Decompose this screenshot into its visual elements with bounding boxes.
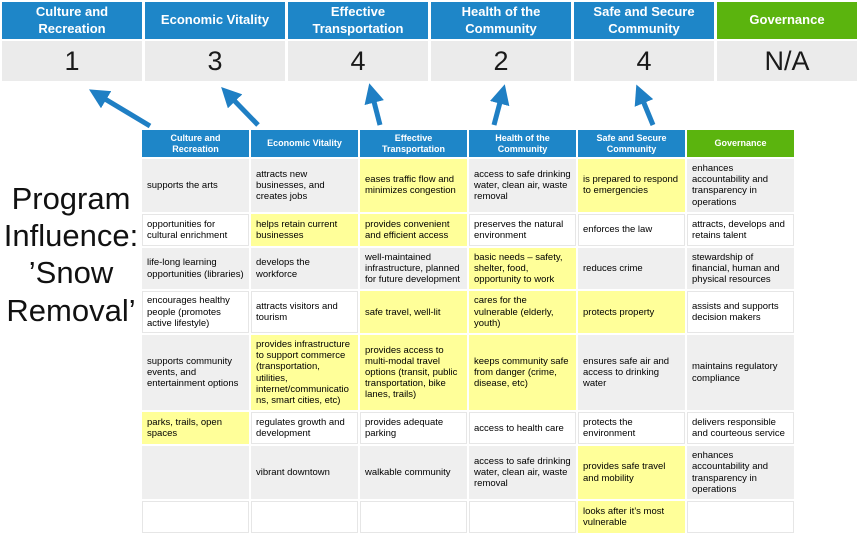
influence-matrix: Culture and Recreation Economic Vitality E…	[140, 128, 796, 535]
matrix-cell: attracts, develops and retains talent	[687, 213, 794, 246]
matrix-cell: keeps community safe from danger (crime,…	[469, 335, 576, 411]
influence-arrows	[88, 83, 656, 129]
matrix-cell	[360, 501, 467, 534]
matrix-row: parks, trails, open spaces regulates grow…	[142, 412, 794, 445]
matrix-cell: opportunities for cultural enrichment	[142, 213, 249, 246]
matrix-header-row: Culture and Recreation Economic Vitality E…	[142, 130, 794, 157]
matrix-cell: access to health care	[469, 412, 576, 445]
scorecard-score: 4	[288, 41, 428, 81]
scorecard-column: Economic Vitality 3	[145, 2, 285, 81]
matrix-cell	[687, 501, 794, 534]
matrix-cell: provides adequate parking	[360, 412, 467, 445]
matrix-cell: enforces the law	[578, 213, 685, 246]
scorecard-column: Safe and Secure Community 4	[574, 2, 714, 81]
matrix-row: opportunities for cultural enrichment hel…	[142, 213, 794, 246]
scorecard-score: N/A	[717, 41, 857, 81]
matrix-cell: supports community events, and entertain…	[142, 335, 249, 411]
matrix-header: Health of the Community	[469, 130, 576, 157]
matrix-row: looks after it’s most vulnerable	[142, 501, 794, 534]
matrix-cell: provides convenient and efficient access	[360, 213, 467, 246]
title-line: Influence:	[3, 218, 139, 254]
matrix-cell: well-maintained infrastructure, planned …	[360, 247, 467, 290]
scorecard-header: Culture and Recreation	[2, 2, 142, 39]
influence-arrow	[634, 84, 656, 126]
matrix-cell: develops the workforce	[251, 247, 358, 290]
matrix-cell: enhances accountability and transparency…	[687, 159, 794, 212]
scorecard-score: 3	[145, 41, 285, 81]
matrix-cell: eases traffic flow and minimizes congest…	[360, 159, 467, 212]
matrix-body: supports the arts attracts new businesses…	[142, 159, 794, 534]
matrix-cell: enhances accountability and transparency…	[687, 446, 794, 500]
matrix-cell: provides access to multi-modal travel op…	[360, 335, 467, 411]
matrix-cell: protects property	[578, 291, 685, 334]
program-influence-title: Program Influence: ’Snow Removal’	[0, 180, 142, 329]
matrix-header: Effective Transportation	[360, 130, 467, 157]
scorecard-score: 2	[431, 41, 571, 81]
scorecard-column: Effective Transportation 4	[288, 2, 428, 81]
influence-arrow	[490, 84, 510, 126]
title-line: Removal’	[6, 292, 136, 328]
influence-arrow	[364, 83, 384, 126]
matrix-row: life-long learning opportunities (librar…	[142, 247, 794, 290]
scorecard-header: Health of the Community	[431, 2, 571, 39]
scorecard-score: 1	[2, 41, 142, 81]
scorecard-header: Safe and Secure Community	[574, 2, 714, 39]
scorecard-header: Governance	[717, 2, 857, 39]
scorecard-column: Culture and Recreation 1	[2, 2, 142, 81]
matrix-cell: provides infrastructure to support comme…	[251, 335, 358, 411]
matrix-cell: stewardship of financial, human and phys…	[687, 247, 794, 290]
matrix-cell: basic needs – safety, shelter, food, opp…	[469, 247, 576, 290]
matrix-head: Culture and Recreation Economic Vitality E…	[142, 130, 794, 157]
matrix-cell: assists and supports decision makers	[687, 291, 794, 334]
scorecard-header: Economic Vitality	[145, 2, 285, 39]
matrix-cell: looks after it’s most vulnerable	[578, 501, 685, 534]
scorecard-column: Health of the Community 2	[431, 2, 571, 81]
matrix-cell: helps retain current businesses	[251, 213, 358, 246]
matrix-cell: safe travel, well-lit	[360, 291, 467, 334]
matrix-cell: protects the environment	[578, 412, 685, 445]
matrix-cell: cares for the vulnerable (elderly, youth…	[469, 291, 576, 334]
matrix-cell: attracts new businesses, and creates job…	[251, 159, 358, 212]
scorecard: Culture and Recreation 1 Economic Vitality…	[2, 2, 857, 81]
matrix-cell	[251, 501, 358, 534]
title-line: Program	[11, 181, 131, 216]
matrix-cell: attracts visitors and tourism	[251, 291, 358, 334]
matrix-cell: delivers responsible and courteous servi…	[687, 412, 794, 445]
matrix-cell: vibrant downtown	[251, 446, 358, 500]
matrix-header: Safe and Secure Community	[578, 130, 685, 157]
matrix-cell: life-long learning opportunities (librar…	[142, 247, 249, 290]
scorecard-column: Governance N/A	[717, 2, 857, 81]
matrix-row: supports community events, and entertain…	[142, 335, 794, 411]
matrix-cell: encourages healthy people (promotes acti…	[142, 291, 249, 334]
matrix-cell: supports the arts	[142, 159, 249, 212]
influence-arrow	[88, 89, 152, 129]
matrix-cell: regulates growth and development	[251, 412, 358, 445]
matrix-cell: preserves the natural environment	[469, 213, 576, 246]
matrix-cell: reduces crime	[578, 247, 685, 290]
matrix-header: Economic Vitality	[251, 130, 358, 157]
matrix-row: vibrant downtown walkable community access…	[142, 446, 794, 500]
matrix-cell: walkable community	[360, 446, 467, 500]
influence-arrow	[221, 86, 260, 127]
scorecard-header: Effective Transportation	[288, 2, 428, 39]
matrix-header: Governance	[687, 130, 794, 157]
matrix-header: Culture and Recreation	[142, 130, 249, 157]
matrix-cell: is prepared to respond to emergencies	[578, 159, 685, 212]
matrix-cell	[142, 501, 249, 534]
matrix-cell: parks, trails, open spaces	[142, 412, 249, 445]
matrix-row: encourages healthy people (promotes acti…	[142, 291, 794, 334]
matrix-cell	[469, 501, 576, 534]
matrix-cell: maintains regulatory compliance	[687, 335, 794, 411]
matrix-cell: access to safe drinking water, clean air…	[469, 159, 576, 212]
matrix-row: supports the arts attracts new businesses…	[142, 159, 794, 212]
matrix-cell	[142, 446, 249, 500]
scorecard-score: 4	[574, 41, 714, 81]
matrix-cell: ensures safe air and access to drinking …	[578, 335, 685, 411]
matrix-cell: provides safe travel and mobility	[578, 446, 685, 500]
matrix-cell: access to safe drinking water, clean air…	[469, 446, 576, 500]
title-line: ’Snow	[28, 255, 114, 291]
